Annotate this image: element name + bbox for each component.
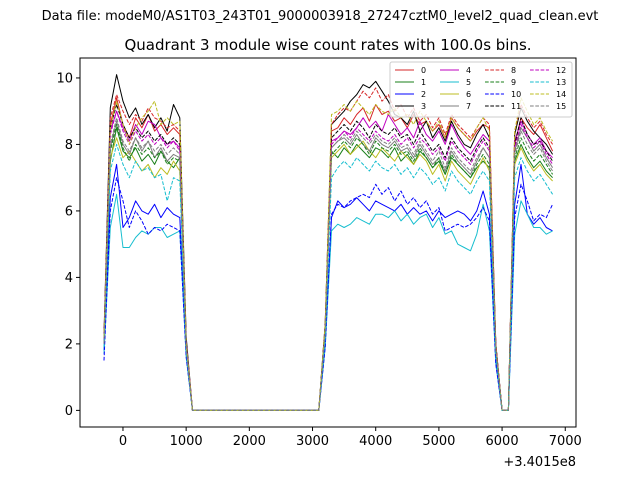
x-tick-label: 4000: [359, 434, 392, 449]
y-tick-label: 10: [56, 71, 73, 86]
series-line-10: [103, 177, 554, 411]
legend-label-9: 9: [511, 78, 516, 87]
legend-label-1: 1: [421, 78, 426, 87]
y-tick-label: 8: [65, 138, 73, 153]
series-line-15: [103, 117, 554, 411]
legend-label-8: 8: [511, 66, 516, 75]
x-tick-label: 1000: [170, 434, 203, 449]
chart-title: Quadrant 3 module wise count rates with …: [124, 36, 531, 54]
series-line-11: [103, 104, 554, 411]
series-line-12: [103, 110, 554, 411]
x-tick-label: 7000: [549, 434, 582, 449]
x-tick-label: 5000: [422, 434, 455, 449]
y-tick-label: 0: [65, 404, 73, 419]
chart-suptitle: Data file: modeM0/AS1T03_243T01_90000039…: [42, 9, 599, 24]
x-axis: 0 1000 2000 3000 4000 5000 6000 7000: [119, 427, 582, 449]
legend-label-12: 12: [556, 66, 566, 75]
x-tick-label: 0: [119, 434, 127, 449]
y-axis: 0 2 4 6 8 10: [56, 71, 80, 419]
legend-label-14: 14: [556, 90, 566, 99]
series-line-5: [103, 193, 553, 411]
x-tick-label: 2000: [233, 434, 266, 449]
axes-frame: [79, 57, 577, 428]
plot-lines: [103, 74, 554, 411]
legend-label-6: 6: [466, 90, 471, 99]
series-line-13: [103, 143, 554, 411]
x-tick-label: 3000: [296, 434, 329, 449]
legend-label-13: 13: [556, 78, 566, 87]
series-line-14: [103, 97, 554, 411]
legend-label-4: 4: [466, 66, 471, 75]
y-tick-label: 2: [65, 337, 73, 352]
legend-label-7: 7: [466, 102, 471, 111]
legend-label-5: 5: [466, 78, 471, 87]
legend-label-11: 11: [511, 102, 521, 111]
x-offset-label: +3.4015e8: [503, 455, 576, 470]
legend-label-2: 2: [421, 90, 426, 99]
legend-label-0: 0: [421, 66, 426, 75]
x-tick-label: 6000: [486, 434, 519, 449]
y-tick-label: 4: [65, 271, 73, 286]
y-tick-label: 6: [65, 204, 73, 219]
legend-label-3: 3: [421, 102, 426, 111]
legend-box: [389, 61, 573, 118]
legend-label-15: 15: [556, 102, 566, 111]
legend-label-10: 10: [511, 90, 521, 99]
